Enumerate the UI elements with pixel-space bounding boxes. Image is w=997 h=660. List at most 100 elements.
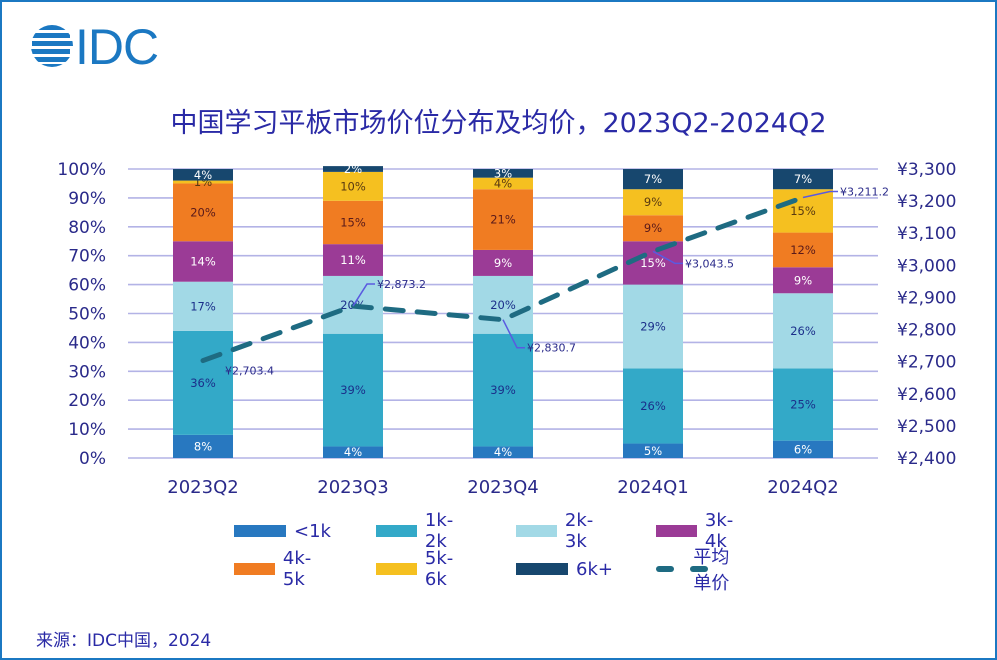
y-left-tick-label: 90% xyxy=(68,189,106,209)
bar-segment xyxy=(623,443,683,458)
bar-segment xyxy=(773,293,833,369)
data-label: 17% xyxy=(190,299,216,313)
bar-segment xyxy=(473,177,533,190)
bar-segment xyxy=(173,180,233,184)
data-label: 15% xyxy=(340,215,366,229)
legend-label: 3k-4k xyxy=(704,510,734,552)
bar-segment xyxy=(773,232,833,268)
data-label: 12% xyxy=(790,243,816,257)
price-label: ¥3,043.5 xyxy=(685,257,734,270)
legend-label: 平均单价 xyxy=(693,547,730,594)
data-label: 8% xyxy=(194,439,212,453)
data-label: 15% xyxy=(790,204,816,218)
data-label: 4% xyxy=(494,445,512,459)
legend-item: 3k-4k xyxy=(656,510,744,552)
data-label: 7% xyxy=(794,172,812,186)
y-right-tick-label: ¥2,600 xyxy=(897,385,956,405)
data-label: 9% xyxy=(794,273,812,287)
y-right-tick-label: ¥2,800 xyxy=(897,321,956,341)
price-label: ¥2,830.7 xyxy=(527,342,576,355)
data-label: 11% xyxy=(340,253,366,267)
bar-segment xyxy=(323,171,383,201)
legend-label: 6k+ xyxy=(576,558,613,580)
bar-segment xyxy=(323,244,383,276)
legend-label: 1k-2k xyxy=(424,510,454,552)
data-label: 20% xyxy=(190,205,216,219)
bar-segment xyxy=(173,169,233,181)
data-label: 4% xyxy=(194,168,212,182)
data-label: 7% xyxy=(644,172,662,186)
x-tick-label: 2023Q3 xyxy=(317,477,388,498)
y-left-tick-label: 100% xyxy=(57,160,106,180)
idc-logo: IDC xyxy=(30,19,180,75)
y-right-tick-label: ¥3,200 xyxy=(897,192,956,212)
bar-segment xyxy=(473,249,533,276)
price-label: ¥2,873.2 xyxy=(377,278,426,291)
y-right-tick-label: ¥2,700 xyxy=(897,353,956,373)
bar-segment xyxy=(773,169,833,190)
y-left-tick-label: 30% xyxy=(68,362,106,382)
data-label: 21% xyxy=(490,213,516,227)
avg-price-line: ¥2,703.4 ¥2,873.2 ¥2,830.7 ¥3,043.5 ¥3,211.2 xyxy=(200,186,889,378)
legend-swatch xyxy=(376,525,417,537)
logo-text: IDC xyxy=(75,19,159,75)
bar-segment xyxy=(323,166,383,172)
x-tick-label: 2024Q1 xyxy=(617,477,688,498)
data-label: 6% xyxy=(794,442,812,456)
legend-item: 6k+ xyxy=(516,558,613,580)
legend-item: 5k-6k xyxy=(376,548,464,590)
bar-segment xyxy=(623,284,683,369)
data-label: 9% xyxy=(644,221,662,235)
legend-dash-icon xyxy=(656,563,708,575)
y-right-tick-label: ¥2,400 xyxy=(897,449,956,469)
y-right-tick-label: ¥2,900 xyxy=(897,288,956,308)
data-label: 20% xyxy=(490,298,516,312)
data-label: 5% xyxy=(644,444,662,458)
x-axis: 2023Q2 2023Q3 2023Q4 2024Q1 2024Q2 xyxy=(167,477,838,498)
y-left-tick-label: 0% xyxy=(79,449,106,469)
data-label: 39% xyxy=(340,383,366,397)
x-tick-label: 2023Q2 xyxy=(167,477,238,498)
data-label: 4% xyxy=(494,176,512,190)
data-label: 3% xyxy=(494,166,512,180)
callout-leader xyxy=(652,250,683,265)
y-left-tick-label: 70% xyxy=(68,247,106,267)
bar-segment xyxy=(473,333,533,447)
bar-segment xyxy=(323,446,383,458)
legend-label: <1k xyxy=(294,520,331,542)
bar-segment xyxy=(623,368,683,444)
legend-label: 4k-5k xyxy=(282,548,312,590)
data-label: 36% xyxy=(190,376,216,390)
legend-swatch xyxy=(376,563,417,575)
x-tick-label: 2024Q2 xyxy=(767,477,838,498)
bar-segment xyxy=(773,189,833,233)
legend-swatch xyxy=(516,563,568,575)
stacked-bars: 8%36%17%14%20%1%4%4%39%20%11%15%10%2%4%3… xyxy=(173,162,833,459)
legend-item: <1k xyxy=(234,520,331,542)
data-label: 26% xyxy=(640,399,666,413)
bar-segment xyxy=(473,189,533,250)
legend-swatch xyxy=(234,563,275,575)
chart-title: 中国学习平板市场价位分布及均价，2023Q2-2024Q2 xyxy=(170,108,827,139)
legend-item: 1k-2k xyxy=(376,510,464,552)
bar-segment xyxy=(173,281,233,331)
globe-icon xyxy=(31,25,73,67)
data-label: 26% xyxy=(790,324,816,338)
data-label: 29% xyxy=(640,320,666,334)
data-label: 15% xyxy=(640,256,666,270)
bar-segment xyxy=(173,241,233,282)
y-right-tick-label: ¥3,300 xyxy=(897,160,956,180)
legend-item: 2k-3k xyxy=(516,510,604,552)
legend-swatch xyxy=(516,525,557,537)
bar-segment xyxy=(773,368,833,441)
bar-segment xyxy=(773,440,833,458)
data-label: 39% xyxy=(490,383,516,397)
y-right-tick-label: ¥2,500 xyxy=(897,417,956,437)
y-axis-right: ¥2,400 ¥2,500 ¥2,600 ¥2,700 ¥2,800 ¥2,900 ¥3,0… xyxy=(897,160,956,469)
y-left-tick-label: 40% xyxy=(68,333,106,353)
bar-segment xyxy=(623,215,683,242)
bar-segment xyxy=(473,169,533,178)
data-label: 14% xyxy=(190,254,216,268)
bar-segment xyxy=(173,330,233,435)
data-label: 25% xyxy=(790,398,816,412)
